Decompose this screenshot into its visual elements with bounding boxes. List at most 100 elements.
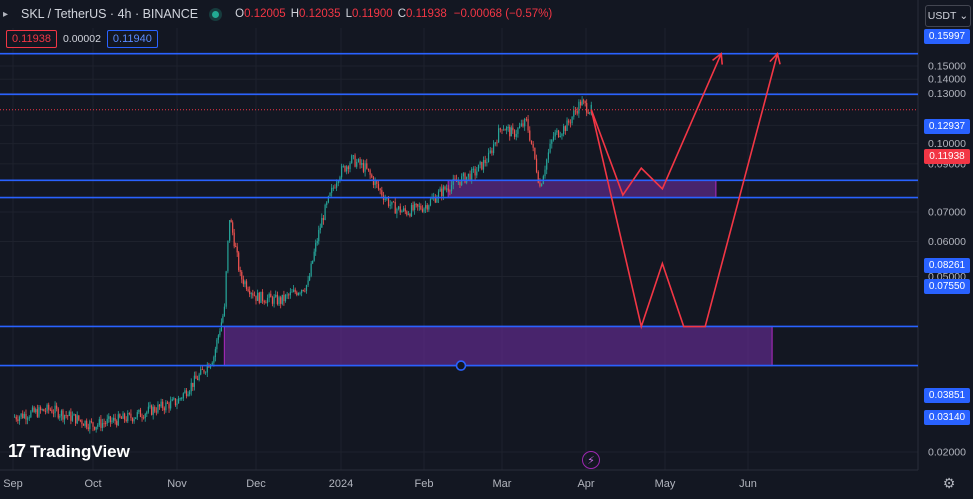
candle-body	[242, 279, 244, 285]
candle-body	[307, 280, 309, 286]
candle-body	[200, 369, 202, 375]
candle-body	[214, 349, 216, 358]
candle-body	[249, 291, 251, 295]
candle-body	[322, 218, 325, 221]
candle-body	[31, 407, 34, 412]
candle-body	[43, 409, 45, 412]
candle-body	[341, 166, 343, 178]
candle-body	[401, 210, 403, 213]
lightning-icon[interactable]: ⚡	[582, 451, 600, 469]
candle-body	[436, 198, 438, 203]
candle-body	[377, 183, 380, 189]
candle-body	[33, 407, 35, 413]
candle-body	[357, 159, 360, 162]
candle-body	[389, 204, 391, 206]
symbol-title[interactable]: SKL / TetherUS · 4h · BINANCE	[21, 7, 199, 21]
candle-body	[181, 398, 183, 399]
x-tick-label: Dec	[246, 478, 266, 490]
candle-body	[147, 406, 150, 412]
candle-body	[391, 201, 393, 205]
candle-body	[288, 294, 290, 296]
candle-body	[472, 168, 475, 170]
candle-body	[158, 404, 161, 407]
candle-body	[402, 208, 405, 211]
candle-body	[552, 136, 555, 141]
candle-body	[217, 335, 219, 340]
candle-body	[379, 188, 381, 191]
candle-body	[86, 420, 88, 428]
candle-body	[155, 411, 157, 413]
trade-panel: 0.11938 0.00002 0.11940	[6, 30, 158, 48]
candle-body	[261, 291, 264, 301]
candle-body	[60, 410, 62, 416]
candle-body	[442, 186, 444, 197]
candle-body	[105, 423, 107, 425]
candle-body	[103, 423, 105, 424]
candle-body	[576, 110, 578, 114]
candle-body	[223, 306, 225, 316]
candle-body	[20, 413, 22, 417]
tradingview-logo[interactable]: 17 TradingView	[8, 441, 130, 462]
candle-body	[160, 401, 162, 407]
candle-body	[284, 294, 287, 302]
candle-body	[384, 198, 386, 200]
candle-body	[109, 416, 111, 423]
candle-body	[81, 420, 83, 425]
level-label-l5: 0.03851	[924, 388, 970, 403]
candle-body	[491, 150, 493, 154]
candle-body	[276, 294, 278, 305]
candle-body	[315, 242, 317, 252]
candle-body	[59, 415, 61, 418]
gear-icon[interactable]: ⚙	[942, 475, 956, 491]
candle-body	[426, 205, 428, 210]
candle-body	[157, 404, 159, 413]
candle-body	[270, 293, 272, 298]
sell-button[interactable]: 0.11938	[6, 30, 57, 48]
candle-body	[481, 161, 483, 170]
candle-body	[535, 158, 538, 172]
candle-body	[386, 198, 388, 200]
buy-button[interactable]: 0.11940	[106, 30, 158, 48]
ohlc-low-value: 0.11900	[351, 8, 393, 20]
candle-body	[154, 406, 156, 412]
candle-body	[171, 399, 173, 401]
candle-body	[452, 178, 454, 185]
candle-body	[203, 369, 205, 373]
candle-body	[557, 130, 560, 137]
candle-body	[297, 292, 300, 296]
candle-body	[527, 118, 529, 131]
candle-body	[271, 297, 274, 304]
candle-body	[232, 222, 234, 233]
candle-body	[73, 414, 75, 416]
candle-body	[547, 152, 550, 160]
candle-body	[487, 152, 490, 163]
candle-body	[222, 315, 224, 323]
candle-body	[133, 418, 135, 422]
candle-body	[273, 296, 275, 304]
candle-body	[507, 126, 509, 128]
candle-body	[79, 419, 81, 421]
candle-body	[492, 144, 495, 154]
candle-body	[551, 140, 553, 144]
candle-body	[41, 409, 43, 411]
chevron-icon[interactable]: ▸	[3, 8, 9, 20]
candle-body	[111, 420, 113, 423]
candle-body	[546, 159, 548, 170]
candle-body	[185, 390, 188, 397]
candle-body	[38, 407, 40, 417]
candle-body	[445, 188, 448, 190]
x-tick-label: Oct	[84, 478, 101, 490]
candle-body	[49, 409, 51, 411]
y-tick-label: 0.13000	[928, 88, 966, 100]
candle-body	[75, 414, 77, 424]
projection-path	[590, 53, 779, 330]
candle-body	[135, 417, 137, 419]
candle-body	[51, 409, 53, 413]
candle-body	[57, 408, 59, 418]
candle-body	[412, 204, 414, 211]
candle-body	[56, 405, 58, 409]
currency-select[interactable]: USDT ⌄	[925, 5, 971, 27]
candle-body	[506, 127, 508, 131]
